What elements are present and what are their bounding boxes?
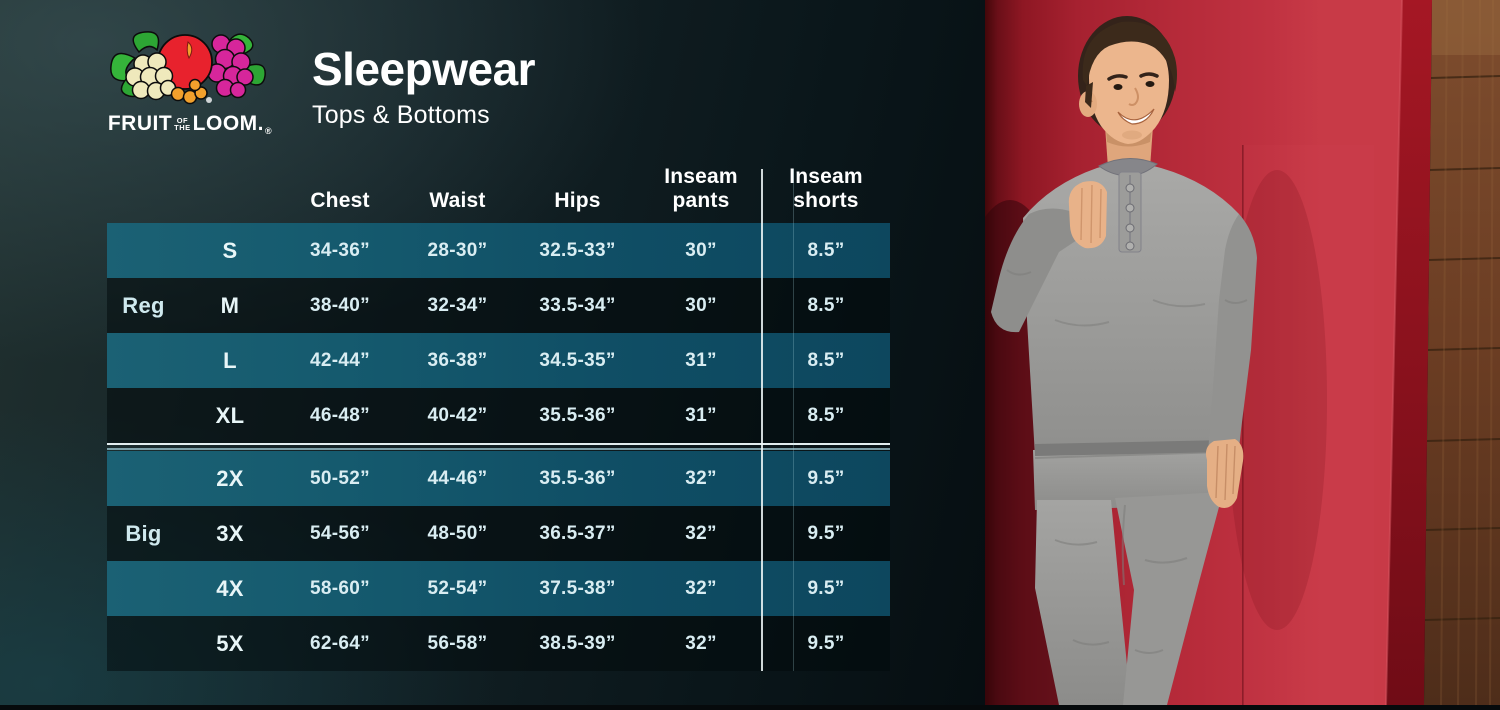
page-title: Sleepwear bbox=[312, 43, 536, 95]
man-figure bbox=[991, 16, 1257, 705]
size-label: 2X bbox=[216, 465, 244, 491]
registered-trademark: ® bbox=[265, 126, 273, 136]
table-row-2x: 2X 50-52” 44-46” 35.5-36” 32” 9.5” bbox=[107, 451, 890, 506]
divider-line-bottom bbox=[107, 448, 890, 450]
size-label: M bbox=[220, 292, 240, 318]
table-header-row: Chest Waist Hips Inseam pants Inseam sho… bbox=[107, 165, 890, 223]
wall-corner-edge bbox=[1386, 0, 1432, 705]
group-label-big: Big bbox=[125, 520, 162, 546]
fruit-of-the-loom-logo: FRUIT OF THE LOOM. ® bbox=[96, 22, 284, 136]
size-label: 3X bbox=[216, 520, 244, 546]
reg-big-divider bbox=[107, 443, 890, 451]
table-row-l: L 42-44” 36-38” 34.5-35” 31” 8.5” bbox=[107, 333, 890, 388]
column-header-inseam-pants: Inseam pants bbox=[664, 165, 738, 212]
header-spacer-size bbox=[180, 165, 280, 223]
column-header-waist: Waist bbox=[429, 188, 486, 212]
group-label-reg: Reg bbox=[122, 292, 165, 318]
size-label: 4X bbox=[216, 575, 244, 601]
table-row-xl: XL 46-48” 40-42” 35.5-36” 31” 8.5” bbox=[107, 388, 890, 443]
man-in-gray-pajamas-illustration bbox=[935, 0, 1500, 710]
logo-wordmark: FRUIT OF THE LOOM. ® bbox=[96, 112, 284, 136]
size-label: 5X bbox=[216, 630, 244, 656]
column-header-chest: Chest bbox=[310, 188, 370, 212]
size-label: XL bbox=[215, 402, 245, 428]
logo-word-of-the: OF THE bbox=[174, 115, 191, 132]
column-header-inseam-shorts: Inseam shorts bbox=[789, 165, 863, 212]
table-row-4x: 4X 58-60” 52-54” 37.5-38” 32” 9.5” bbox=[107, 561, 890, 616]
logo-word-fruit: FRUIT bbox=[107, 112, 173, 135]
size-chart-table: Chest Waist Hips Inseam pants Inseam sho… bbox=[107, 165, 890, 671]
header-spacer-group bbox=[107, 165, 180, 223]
page-header: Sleepwear Tops & Bottoms bbox=[312, 43, 536, 130]
faint-separator-line bbox=[793, 169, 794, 671]
page-subtitle: Tops & Bottoms bbox=[312, 101, 490, 129]
fruit-cluster-icon bbox=[110, 31, 266, 105]
table-row-s: S 34-36” 28-30” 32.5-33” 30” 8.5” bbox=[107, 223, 890, 278]
table-row-3x: Big 3X 54-56” 48-50” 36.5-37” 32” 9.5” bbox=[107, 506, 890, 561]
divider-line-top bbox=[107, 443, 890, 445]
pants-shorts-separator-line bbox=[761, 169, 763, 671]
table-row-m: Reg M 38-40” 32-34” 33.5-34” 30” 8.5” bbox=[107, 278, 890, 333]
size-label: L bbox=[223, 347, 237, 373]
column-header-hips: Hips bbox=[554, 188, 601, 212]
size-label: S bbox=[222, 237, 238, 263]
logo-word-loom: LOOM. bbox=[192, 112, 264, 135]
table-row-5x: 5X 62-64” 56-58” 38.5-39” 32” 9.5” bbox=[107, 616, 890, 671]
model-photo bbox=[935, 0, 1500, 710]
